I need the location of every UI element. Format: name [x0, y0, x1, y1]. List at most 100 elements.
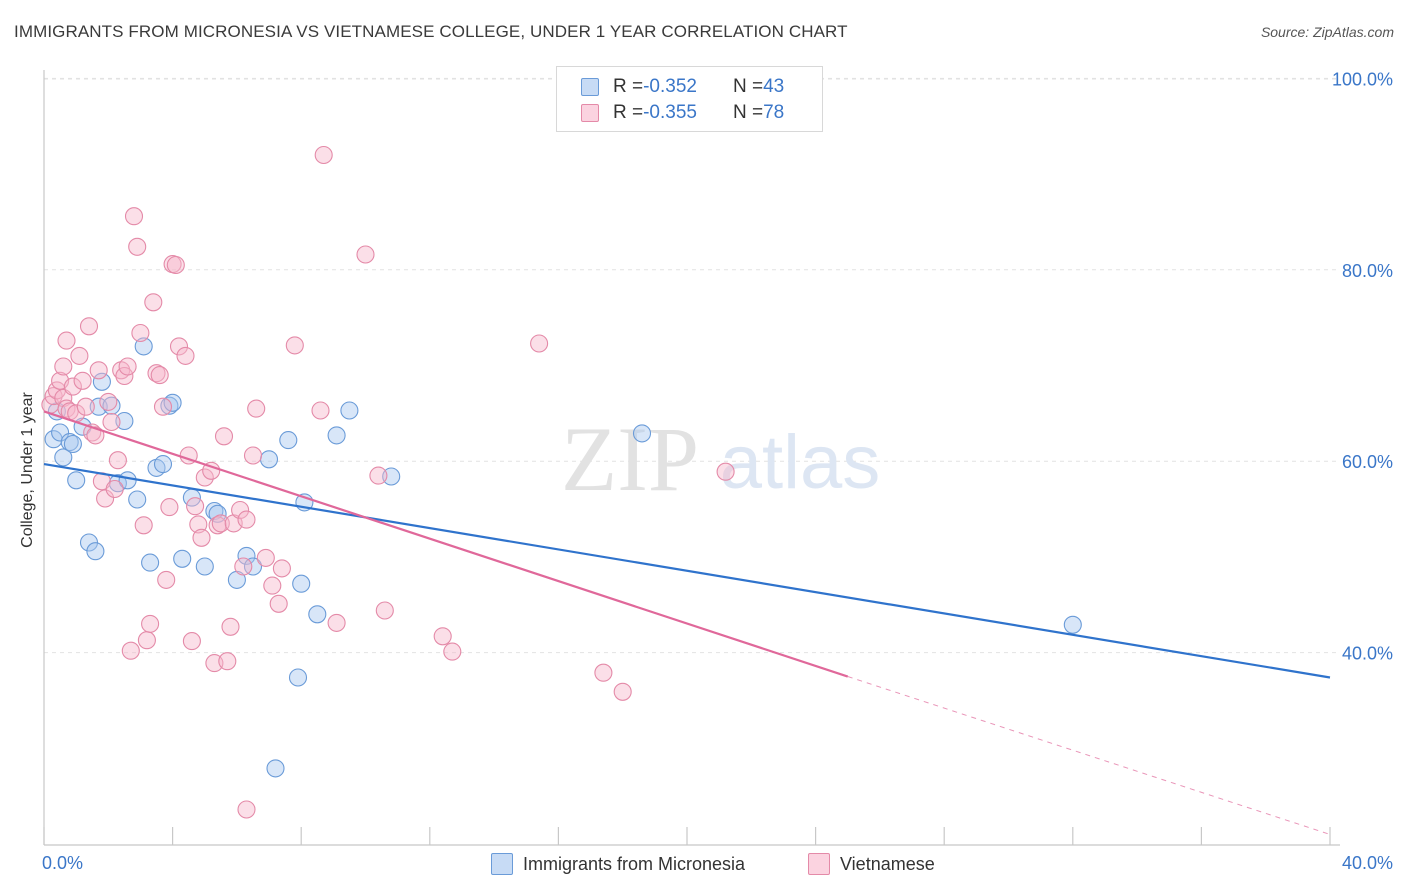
point-vietnamese [57, 331, 76, 350]
stats-legend: R = -0.352 N = 43 R = -0.355 N = 78 [556, 66, 823, 132]
point-vietnamese [443, 642, 462, 661]
point-vietnamese [433, 627, 452, 646]
legend-n-value: 78 [763, 102, 785, 123]
point-vietnamese [89, 361, 108, 380]
point-vietnamese [716, 462, 735, 481]
point-micronesia [89, 397, 108, 416]
point-micronesia [340, 401, 359, 420]
point-micronesia [195, 557, 214, 576]
point-micronesia [243, 557, 263, 576]
point-vietnamese [237, 510, 256, 529]
point-vietnamese [285, 336, 304, 355]
point-vietnamese [221, 617, 240, 636]
point-vietnamese [202, 461, 221, 480]
point-vietnamese [86, 426, 105, 445]
point-micronesia [173, 549, 192, 568]
point-vietnamese [214, 427, 234, 446]
point-micronesia [1063, 615, 1082, 634]
point-micronesia [288, 668, 308, 687]
point-micronesia [115, 411, 134, 431]
point-micronesia [163, 393, 182, 412]
trend-lines [43, 410, 1331, 835]
chart-title: IMMIGRANTS FROM MICRONESIA VS VIETNAMESE… [14, 22, 848, 41]
tick-labels: 40.0% 60.0% 80.0% 100.0% 0.0% 40.0% [42, 69, 1393, 873]
point-vietnamese [54, 357, 73, 376]
trend-line-micronesia [43, 462, 1331, 679]
point-vietnamese [128, 237, 147, 256]
point-vietnamese [134, 516, 153, 535]
legend-r-value: -0.352 [643, 76, 697, 97]
x-tick-label: 0.0% [42, 853, 83, 873]
legend-n-value: 43 [763, 76, 785, 97]
point-vietnamese [237, 800, 256, 819]
point-vietnamese [70, 346, 89, 365]
point-micronesia [259, 450, 279, 469]
point-micronesia [141, 553, 160, 572]
point-vietnamese [157, 570, 176, 589]
data-points [41, 145, 1082, 819]
point-vietnamese [63, 377, 82, 396]
y-tick-label: 80.0% [1342, 261, 1393, 281]
watermark-atlas: atlas [720, 420, 881, 505]
y-tick-label: 100.0% [1332, 69, 1393, 89]
point-micronesia [63, 434, 82, 454]
point-vietnamese [186, 497, 205, 516]
point-vietnamese [169, 337, 189, 356]
point-vietnamese [166, 255, 185, 275]
point-vietnamese [144, 293, 163, 312]
point-vietnamese [99, 392, 118, 411]
point-vietnamese [105, 479, 124, 499]
x-tick-label: 40.0% [1342, 853, 1393, 873]
point-micronesia [54, 448, 73, 467]
point-vietnamese [218, 652, 237, 671]
y-axis-label: College, Under 1 year [19, 392, 36, 548]
point-vietnamese [79, 317, 99, 336]
point-micronesia [308, 605, 327, 624]
axes [43, 70, 1340, 846]
point-vietnamese [108, 451, 127, 470]
point-vietnamese [192, 528, 211, 547]
point-micronesia [153, 455, 173, 474]
point-vietnamese [102, 412, 121, 432]
point-micronesia [128, 490, 147, 509]
point-vietnamese [356, 245, 375, 264]
point-micronesia [279, 431, 298, 450]
point-micronesia [92, 372, 111, 391]
watermark: ZIP atlas [561, 408, 880, 510]
point-vietnamese [314, 145, 333, 165]
point-vietnamese [153, 397, 173, 416]
legend-r-value: -0.355 [643, 102, 697, 123]
legend-swatch-pink [808, 853, 830, 875]
point-vietnamese [57, 399, 76, 418]
watermark-zip: ZIP [561, 408, 699, 510]
point-vietnamese [269, 594, 288, 613]
source-note: Source: ZipAtlas.com [1260, 24, 1394, 40]
legend-item-vietnamese: Vietnamese [808, 852, 935, 876]
point-micronesia [292, 574, 311, 593]
legend-n-label: N = [732, 76, 764, 97]
point-micronesia [60, 433, 79, 452]
point-vietnamese [76, 397, 95, 416]
point-vietnamese [594, 663, 613, 682]
point-vietnamese [160, 498, 179, 517]
point-vietnamese [369, 466, 388, 485]
point-micronesia [632, 424, 652, 443]
point-micronesia [67, 471, 86, 490]
point-vietnamese [115, 366, 134, 386]
point-vietnamese [73, 371, 92, 390]
point-vietnamese [195, 468, 214, 487]
point-micronesia [160, 396, 179, 415]
point-vietnamese [311, 401, 330, 420]
legend-label-micronesia: Immigrants from Micronesia [523, 853, 746, 874]
legend-swatch-blue [581, 78, 599, 96]
point-vietnamese [176, 346, 195, 365]
point-vietnamese [208, 516, 227, 535]
legend-n-label: N = [732, 102, 764, 123]
point-vietnamese [211, 514, 230, 533]
point-vietnamese [263, 576, 282, 595]
point-vietnamese [96, 489, 115, 508]
point-vietnamese [247, 399, 266, 418]
point-vietnamese [375, 601, 394, 620]
point-vietnamese [231, 500, 250, 520]
